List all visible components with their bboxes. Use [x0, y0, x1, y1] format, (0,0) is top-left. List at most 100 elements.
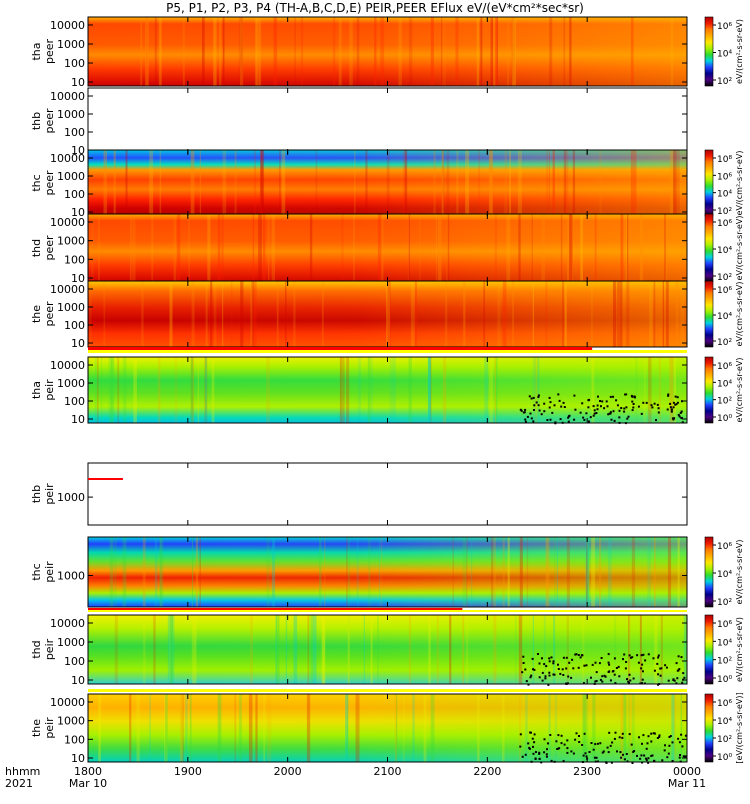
spectrogram-streak	[477, 694, 480, 762]
spectrogram-streak	[408, 17, 413, 86]
no-data-speckle	[657, 656, 660, 659]
no-data-speckle	[608, 670, 611, 673]
no-data-speckle	[551, 411, 554, 414]
no-data-speckle	[623, 407, 626, 410]
no-data-speckle	[673, 417, 676, 420]
spectrogram-streak	[408, 357, 410, 423]
spectrogram-streak	[572, 150, 576, 216]
spectrogram-streak	[338, 17, 343, 86]
spectrogram-streak	[165, 694, 168, 762]
colorbar-tick-label: 10⁶	[717, 286, 732, 296]
y-tick-label: 10	[71, 144, 85, 157]
no-data-speckle	[636, 754, 638, 757]
no-data-speckle	[609, 395, 612, 398]
no-data-speckle	[628, 733, 631, 736]
spectrogram-streak	[554, 694, 558, 762]
spectrogram-streak	[381, 214, 384, 282]
spectrogram-streak	[430, 694, 435, 762]
no-data-speckle	[627, 680, 630, 683]
no-data-speckle	[533, 668, 536, 671]
x-tick-label: 2300	[573, 765, 601, 778]
no-data-speckle	[562, 674, 565, 676]
panel-thc-peir: 1000 thc peir 10⁶ 10⁴ 10² eV/(cm²-s-sr-eV)	[30, 536, 744, 608]
spectrogram-streak	[591, 281, 593, 347]
y-axis-label: tha	[30, 381, 43, 399]
no-data-speckle	[599, 400, 601, 402]
spectrogram-streak	[643, 357, 646, 423]
spectrogram-streak	[625, 214, 628, 282]
no-data-speckle	[652, 657, 655, 660]
no-data-speckle	[590, 742, 593, 744]
spectrogram-streak	[191, 281, 195, 347]
no-data-speckle	[677, 413, 680, 416]
no-data-speckle	[578, 735, 580, 737]
spectrogram-streak	[548, 150, 550, 216]
no-data-speckle	[647, 761, 650, 764]
spectrogram-streak	[495, 357, 498, 423]
no-data-speckle	[600, 657, 603, 659]
spectrogram-streak	[301, 17, 304, 86]
no-data-speckle	[666, 408, 669, 411]
no-data-speckle	[566, 747, 569, 750]
spectrogram-streak	[502, 537, 505, 607]
no-data-speckle	[653, 669, 656, 672]
spectrogram-streak	[222, 150, 227, 216]
no-data-speckle	[519, 733, 522, 736]
spectrogram-streak	[396, 694, 398, 762]
no-data-speckle	[538, 409, 541, 412]
no-data-speckle	[587, 420, 590, 423]
y-tick-label: 100	[64, 188, 85, 201]
colorbar-tick-label: 10²	[717, 77, 732, 87]
spectrogram-streak	[194, 615, 197, 684]
spectrogram-streak	[676, 150, 680, 216]
spectrogram-streak	[195, 537, 199, 607]
no-data-speckle	[682, 672, 685, 675]
spectrogram-streak	[386, 281, 391, 347]
no-data-speckle	[582, 682, 585, 685]
no-data-speckle	[609, 679, 612, 682]
spectrogram-streak	[441, 150, 444, 216]
spectrogram-streak	[582, 615, 585, 684]
x-end-date-label: Mar 11	[668, 777, 706, 790]
spectrogram-streak	[309, 214, 313, 282]
spectrogram-streak	[173, 214, 177, 282]
no-data-speckle	[567, 420, 570, 423]
no-data-speckle	[621, 736, 624, 739]
no-data-speckle	[595, 671, 598, 674]
no-data-speckle	[633, 396, 636, 399]
no-data-speckle	[672, 406, 675, 409]
y-tick-label: 10000	[50, 359, 85, 372]
y-tick-label: 1000	[57, 636, 85, 649]
spectrogram-streak	[594, 214, 597, 282]
no-data-speckle	[650, 732, 653, 735]
spectrogram-streak	[154, 537, 158, 607]
spectrogram-streak	[541, 214, 545, 282]
spectrogram-streak	[341, 357, 345, 423]
spectrogram-streak	[204, 357, 208, 423]
no-data-speckle	[532, 752, 535, 755]
spectrogram-streak	[276, 615, 280, 684]
colorbar	[704, 16, 714, 87]
no-data-speckle	[675, 682, 678, 685]
no-data-speckle	[650, 740, 653, 743]
colorbar-tick-label: 10⁶	[717, 22, 732, 32]
spectrogram-streak	[205, 281, 208, 347]
spectrogram-streak	[190, 150, 195, 216]
spectrogram-streak	[257, 17, 261, 86]
no-data-speckle	[561, 668, 564, 671]
spectrogram-streak	[176, 214, 181, 282]
no-data-speckle	[671, 417, 674, 420]
spectrogram-streak	[91, 214, 94, 282]
spectrogram-streak	[639, 214, 644, 282]
spectrogram-streak	[268, 214, 270, 282]
spectrogram-streak	[202, 17, 205, 86]
no-data-speckle	[650, 754, 653, 757]
spectrogram-streak	[357, 357, 362, 423]
no-data-speckle	[626, 417, 629, 420]
colorbar-tick-label: 10⁴	[717, 246, 732, 256]
no-data-speckle	[669, 406, 672, 409]
spectrogram-streak	[346, 694, 349, 762]
spectrogram-streak	[592, 694, 596, 762]
no-data-speckle	[678, 668, 681, 671]
no-data-speckle	[522, 411, 525, 414]
